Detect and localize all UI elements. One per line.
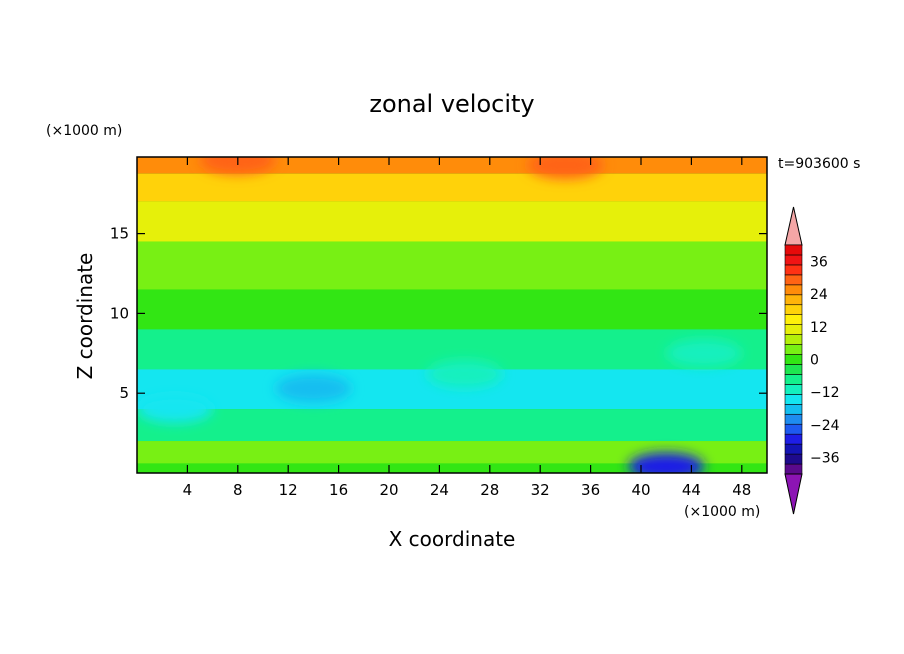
velocity-field <box>137 157 767 473</box>
field-band <box>137 409 767 442</box>
x-tick-label: 36 <box>581 481 600 499</box>
field-band <box>137 201 767 242</box>
colorbar-label: −12 <box>810 385 840 401</box>
field-band <box>137 157 767 174</box>
colorbar-label: −36 <box>810 451 840 467</box>
x-tick-label: 16 <box>329 481 348 499</box>
colorbar-band <box>784 344 803 355</box>
colorbar-band <box>784 453 803 465</box>
colorbar-band <box>784 423 803 435</box>
y-unit-label: (×1000 m) <box>46 123 122 139</box>
plot-frame <box>136 156 768 474</box>
colorbar-label: 36 <box>810 254 828 270</box>
colorbar-band <box>784 433 803 445</box>
x-axis: 4 8 12 16 20 24 28 32 36 40 44 48 <box>183 157 751 499</box>
colorbar-band <box>784 394 803 405</box>
colorbar-band <box>784 334 803 345</box>
colorbar-band <box>784 294 803 306</box>
colorbar-band <box>784 404 803 415</box>
colorbar-band <box>784 264 803 276</box>
field-feature <box>628 452 705 473</box>
x-tick-label: 28 <box>480 481 499 499</box>
colorbar-label: 24 <box>810 287 828 303</box>
time-label: t=903600 s <box>778 156 860 172</box>
colorbar-band <box>784 274 803 286</box>
x-tick-label: 4 <box>183 481 193 499</box>
x-tick-label: 32 <box>531 481 550 499</box>
colorbar-band <box>784 354 803 365</box>
field-feature <box>527 157 604 179</box>
colorbar-under-triangle <box>784 473 803 515</box>
x-tick-label: 48 <box>732 481 751 499</box>
colorbar-band <box>784 254 803 266</box>
field-band <box>137 173 767 202</box>
x-tick-label: 12 <box>279 481 298 499</box>
colorbar-band <box>784 463 803 475</box>
field-feature <box>275 374 352 403</box>
chart-title: zonal velocity <box>369 90 534 118</box>
colorbar-over-triangle <box>784 206 803 246</box>
x-tick-label: 20 <box>379 481 398 499</box>
field-feature <box>199 157 276 175</box>
colorbar-band <box>784 284 803 296</box>
field-feature <box>666 339 742 368</box>
field-band <box>137 463 767 473</box>
colorbar-band <box>784 413 803 425</box>
x-tick-label: 24 <box>430 481 449 499</box>
y-tick-label: 15 <box>110 225 129 243</box>
colorbar-band <box>784 304 803 315</box>
field-band <box>137 289 767 330</box>
colorbar-band <box>784 443 803 455</box>
colorbar-label: −24 <box>810 418 840 434</box>
field-feature <box>137 395 213 424</box>
colorbar-band <box>784 314 803 325</box>
colorbar-label: 12 <box>810 320 828 336</box>
colorbar-band <box>784 384 803 395</box>
x-tick-label: 44 <box>682 481 701 499</box>
y-axis: 5 10 15 <box>110 225 767 402</box>
field-features <box>137 157 742 473</box>
x-tick-label: 40 <box>631 481 650 499</box>
y-axis-label: Z coordinate <box>73 253 97 380</box>
field-feature <box>426 360 503 389</box>
field-band <box>137 241 767 290</box>
y-tick-label: 10 <box>110 304 129 322</box>
y-tick-label: 5 <box>119 384 129 402</box>
colorbar-label: 0 <box>810 353 819 369</box>
colorbar-band <box>784 244 803 256</box>
colorbar: 36 24 12 0 −12 −24 −36 <box>784 206 840 515</box>
x-unit-label: (×1000 m) <box>684 504 760 520</box>
colorbar-band <box>784 364 803 375</box>
x-axis-label: X coordinate <box>389 527 516 551</box>
colorbar-band <box>784 374 803 385</box>
field-band <box>137 441 767 464</box>
x-tick-label: 8 <box>233 481 243 499</box>
colorbar-band <box>784 324 803 335</box>
